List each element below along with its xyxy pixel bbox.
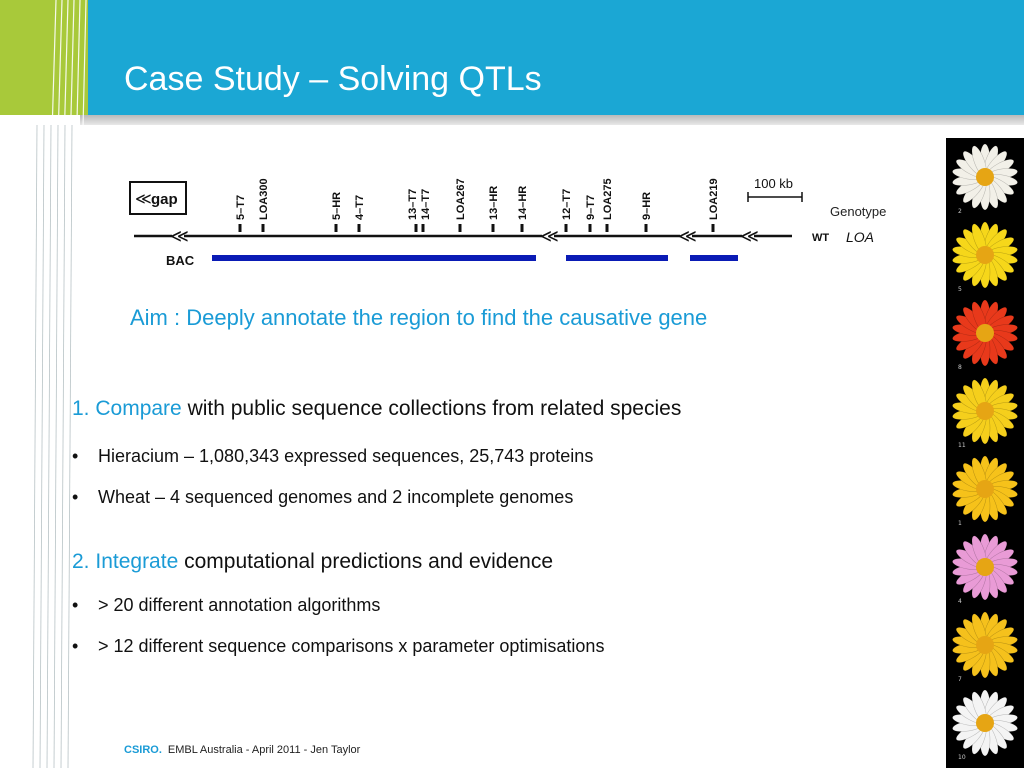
flower-number: 5 (958, 286, 962, 293)
flower-number: 7 (958, 676, 962, 683)
flower-photo (952, 689, 1018, 757)
footer: CSIRO. EMBL Australia - April 2011 - Jen … (124, 744, 360, 756)
bullet-item: • Hieracium – 1,080,343 expressed sequenc… (72, 446, 593, 467)
section-integrate-heading: 2. Integrate computational predictions a… (72, 550, 553, 574)
marker-label: LOA219 (708, 178, 720, 220)
bullet-item: • > 12 different sequence comparisons x p… (72, 636, 604, 657)
gap-break-icon: ≪ (135, 189, 152, 208)
wt-label: WT (812, 232, 829, 244)
flower-image-strip: 2 5 8 11 1 4 7 10 (946, 138, 1024, 768)
marker-label: 4–T7 (354, 195, 366, 220)
flower-number: 8 (958, 364, 962, 371)
bullet-dot: • (72, 636, 79, 656)
bullet-text: > 20 different annotation algorithms (98, 595, 381, 615)
flower-number: 11 (958, 442, 966, 449)
marker-label: 5–T7 (235, 195, 247, 220)
marker-label: LOA300 (258, 178, 270, 220)
genetic-map-diagram: ≪ gap ≪ ≪ ≪ ≪ 5–T7 LOA300 5–HR 4–T7 (129, 176, 886, 268)
bullet-dot: • (72, 446, 79, 466)
break-icons: ≪ ≪ ≪ ≪ (170, 226, 759, 247)
decorative-stripes (32, 0, 87, 768)
marker-label: 9–T7 (585, 195, 597, 220)
bullet-dot: • (72, 487, 79, 507)
section-text: with public sequence collections from re… (181, 397, 682, 420)
scale-label: 100 kb (754, 176, 793, 191)
gap-label: gap (151, 191, 178, 208)
svg-text:≪: ≪ (540, 226, 559, 247)
slide-title: Case Study – Solving QTLs (124, 60, 542, 98)
svg-text:≪: ≪ (170, 226, 189, 247)
loa-label: LOA (846, 229, 874, 245)
marker-label: 14–HR (517, 186, 529, 220)
section-compare-heading: 1. Compare with public sequence collecti… (72, 397, 681, 421)
marker-label: LOA275 (602, 178, 614, 220)
aim-statement: Aim : Deeply annotate the region to find… (130, 305, 708, 330)
bullet-dot: • (72, 595, 79, 615)
flower-number: 4 (958, 598, 962, 605)
marker-label: 13–HR (488, 186, 500, 220)
section-number: 2. (72, 550, 90, 573)
flower-photo (952, 455, 1018, 523)
marker-ticks (238, 224, 715, 232)
svg-text:≪: ≪ (678, 226, 697, 247)
section-keyword: Compare (95, 397, 182, 420)
marker-label: 14–T7 (420, 189, 432, 220)
section-keyword: Integrate (95, 550, 179, 573)
marker-label: 5–HR (331, 192, 343, 220)
scale-bar (747, 192, 803, 202)
flower-photo (952, 377, 1018, 445)
genotype-label: Genotype (830, 204, 886, 219)
flower-photo (952, 533, 1018, 601)
bullet-item: • Wheat – 4 sequenced genomes and 2 incom… (72, 487, 573, 508)
flower-number: 1 (958, 520, 962, 527)
section-text: computational predictions and evidence (178, 550, 554, 573)
flower-photo (952, 611, 1018, 679)
flower-photo (952, 221, 1018, 289)
bullet-text: Wheat – 4 sequenced genomes and 2 incomp… (98, 487, 574, 507)
footer-text: EMBL Australia - April 2011 - Jen Taylor (167, 744, 361, 756)
gap-legend-box (129, 181, 187, 215)
marker-label: 12–T7 (561, 189, 573, 220)
bullet-item: • > 20 different annotation algorithms (72, 595, 380, 616)
csiro-logo-text: CSIRO. (124, 744, 162, 756)
marker-label: 13–T7 (407, 189, 419, 220)
bullet-text: > 12 different sequence comparisons x pa… (98, 636, 605, 656)
marker-label: LOA267 (455, 178, 467, 220)
header-band (0, 0, 1024, 115)
bac-label: BAC (166, 253, 195, 268)
bac-bars (212, 255, 738, 261)
header-shadow-bar (80, 115, 1024, 125)
svg-text:≪: ≪ (740, 226, 759, 247)
flower-number: 10 (958, 754, 966, 761)
flower-photo (952, 143, 1018, 211)
bullet-text: Hieracium – 1,080,343 expressed sequence… (98, 446, 594, 466)
section-number: 1. (72, 397, 90, 420)
flower-number: 2 (958, 208, 962, 215)
flower-photo (952, 299, 1018, 367)
marker-label: 9–HR (641, 192, 653, 220)
